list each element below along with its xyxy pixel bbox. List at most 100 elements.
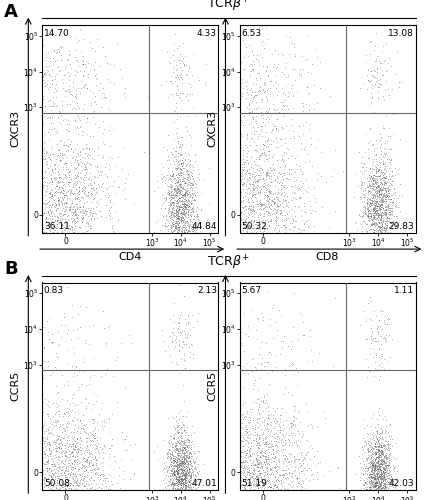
- Point: [385, 59, 391, 67]
- Point: [44, 430, 51, 438]
- Point: [379, 443, 386, 451]
- Point: [76, 67, 83, 75]
- Point: [187, 192, 193, 200]
- Point: [277, 197, 284, 205]
- Point: [179, 475, 186, 483]
- Point: [188, 180, 195, 188]
- Point: [253, 476, 259, 484]
- Point: [53, 382, 59, 390]
- Point: [55, 194, 61, 202]
- Point: [66, 470, 73, 478]
- Point: [240, 174, 247, 182]
- Point: [176, 194, 183, 202]
- Point: [387, 160, 393, 168]
- Point: [304, 356, 310, 364]
- Point: [253, 455, 259, 463]
- Point: [375, 483, 382, 491]
- Point: [168, 215, 175, 223]
- Point: [371, 476, 378, 484]
- Point: [383, 39, 390, 47]
- Point: [45, 153, 52, 161]
- Point: [248, 204, 255, 212]
- Point: [382, 482, 388, 490]
- Point: [379, 467, 386, 475]
- Point: [290, 418, 296, 426]
- Point: [267, 471, 273, 479]
- Point: [238, 216, 245, 224]
- Point: [377, 466, 383, 473]
- Point: [382, 210, 388, 218]
- Point: [176, 142, 183, 150]
- Point: [254, 213, 261, 221]
- Point: [53, 472, 60, 480]
- Point: [245, 463, 252, 471]
- Point: [261, 222, 268, 230]
- Point: [80, 128, 86, 136]
- Point: [394, 194, 401, 202]
- Point: [92, 462, 99, 469]
- Point: [278, 151, 285, 159]
- Point: [62, 427, 69, 435]
- Point: [60, 154, 67, 162]
- Point: [182, 432, 189, 440]
- Point: [243, 196, 250, 204]
- Point: [73, 111, 80, 119]
- Point: [173, 472, 180, 480]
- Point: [179, 381, 186, 389]
- Point: [176, 479, 183, 487]
- Point: [253, 456, 260, 464]
- Point: [308, 162, 315, 170]
- Point: [384, 192, 391, 200]
- Point: [87, 468, 94, 476]
- Point: [383, 428, 390, 436]
- Point: [263, 193, 270, 201]
- Point: [174, 457, 181, 465]
- Point: [381, 472, 388, 480]
- Point: [68, 188, 75, 196]
- Point: [374, 226, 381, 234]
- Point: [268, 484, 275, 492]
- Point: [266, 163, 273, 171]
- Point: [279, 211, 286, 219]
- Point: [371, 42, 378, 50]
- Point: [373, 169, 379, 177]
- Point: [294, 479, 301, 487]
- Point: [176, 473, 182, 481]
- Point: [168, 220, 175, 228]
- Point: [260, 114, 267, 122]
- Point: [267, 483, 273, 491]
- Point: [61, 478, 68, 486]
- Point: [245, 42, 252, 50]
- Point: [248, 212, 255, 220]
- Point: [243, 360, 249, 368]
- Point: [375, 448, 382, 456]
- Point: [82, 380, 89, 388]
- Point: [73, 214, 79, 222]
- Point: [178, 200, 185, 208]
- Point: [187, 474, 194, 482]
- Point: [381, 180, 388, 188]
- Point: [375, 188, 382, 196]
- Point: [377, 196, 384, 204]
- Point: [92, 100, 99, 108]
- Point: [264, 476, 271, 484]
- Point: [173, 210, 180, 218]
- Point: [374, 212, 381, 220]
- Point: [73, 177, 80, 185]
- Point: [96, 86, 103, 94]
- Point: [376, 434, 383, 442]
- Point: [55, 460, 62, 468]
- Point: [282, 462, 289, 470]
- Point: [372, 466, 379, 474]
- Point: [182, 462, 189, 470]
- Point: [90, 186, 97, 194]
- Point: [67, 469, 74, 477]
- Point: [360, 202, 367, 210]
- Point: [175, 138, 182, 145]
- Point: [180, 397, 187, 405]
- Point: [60, 176, 67, 184]
- Point: [371, 226, 378, 234]
- Point: [164, 452, 171, 460]
- Point: [266, 140, 273, 147]
- Point: [371, 471, 377, 479]
